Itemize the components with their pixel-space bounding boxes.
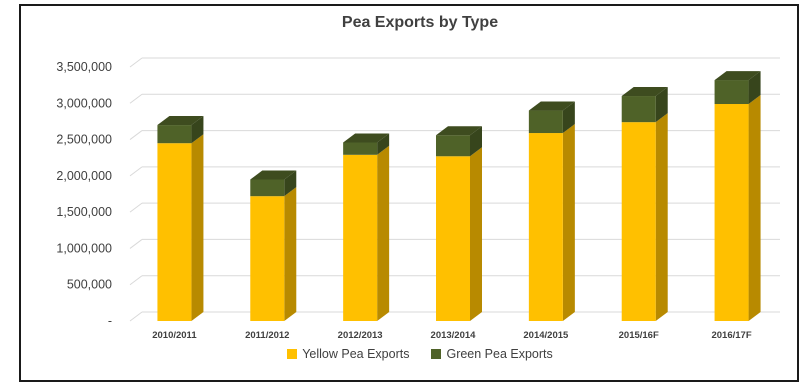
bar-top — [621, 87, 668, 97]
bar-side — [284, 187, 297, 321]
y-tick-label: 500,000 — [67, 278, 112, 292]
bar-side — [377, 145, 390, 321]
bar-side — [655, 87, 668, 123]
bar-yellow — [621, 122, 656, 321]
bar-yellow — [343, 154, 378, 321]
bar-green — [250, 179, 285, 197]
x-tick-label: 2010/2011 — [152, 330, 197, 341]
bar-yellow — [714, 104, 749, 321]
chart-frame — [19, 4, 799, 382]
y-tick-label: 3,000,000 — [56, 96, 112, 110]
legend-item-green: Green Pea Exports — [431, 347, 553, 361]
y-tick-label: 2,500,000 — [56, 133, 112, 147]
bar-top — [343, 133, 390, 143]
y-tick-label: 1,000,000 — [56, 241, 112, 255]
bar-side — [562, 101, 575, 134]
bar-green — [343, 142, 378, 155]
bar-side — [748, 95, 761, 321]
bar-top — [436, 126, 482, 136]
y-tick-label: 1,500,000 — [56, 205, 112, 219]
bar-side — [284, 170, 297, 197]
bar-side — [748, 71, 761, 105]
bar-top — [157, 116, 204, 126]
legend-label-green: Green Pea Exports — [446, 347, 553, 361]
y-tick-label: 3,500,000 — [56, 60, 112, 74]
bar-side — [470, 147, 482, 321]
bar-green — [157, 125, 192, 144]
bar-top — [250, 170, 297, 180]
gridline-floor — [129, 57, 143, 68]
gridline-floor — [129, 202, 143, 213]
x-tick-label: 2016/17F — [711, 330, 751, 341]
gridline-floor — [129, 166, 143, 177]
x-tick-label: 2011/2012 — [245, 330, 289, 341]
bar-side — [191, 116, 204, 144]
gridline-floor — [129, 93, 143, 104]
bar-side — [655, 113, 668, 321]
y-tick-label: 2,000,000 — [56, 169, 112, 183]
legend-item-yellow: Yellow Pea Exports — [287, 347, 409, 361]
bar-green — [714, 80, 749, 105]
legend-label-yellow: Yellow Pea Exports — [302, 347, 410, 361]
bar-side — [377, 133, 390, 155]
gridline-floor — [129, 275, 143, 286]
y-tick-label: - — [108, 314, 112, 328]
legend: Yellow Pea Exports Green Pea Exports — [0, 347, 802, 361]
bar-side — [191, 134, 204, 321]
x-tick-label: 2015/16F — [619, 330, 659, 341]
legend-swatch-green — [431, 349, 442, 359]
bar-green — [528, 110, 563, 134]
gridline-floor — [129, 239, 143, 249]
bar-yellow — [528, 133, 563, 321]
x-tick-label: 2013/2014 — [431, 330, 477, 341]
bar-top — [714, 71, 761, 81]
bar-green — [436, 135, 470, 157]
x-tick-label: 2012/2013 — [338, 330, 383, 341]
bar-green — [621, 96, 656, 123]
bar-side — [562, 124, 575, 321]
bar-yellow — [250, 196, 285, 321]
x-tick-label: 2014/2015 — [523, 330, 569, 341]
legend-swatch-yellow — [287, 349, 298, 359]
bar-chart: - 500,000 1,000,000 1,500,000 2,000,000 2,500… — [56, 57, 780, 341]
bar-yellow — [157, 143, 192, 321]
gridline-floor — [129, 130, 143, 140]
gridline-floor — [129, 311, 143, 322]
bar-top — [528, 101, 575, 111]
bar-side — [470, 126, 482, 157]
chart-title: Pea Exports by Type — [341, 14, 499, 31]
bar-yellow — [436, 156, 470, 321]
